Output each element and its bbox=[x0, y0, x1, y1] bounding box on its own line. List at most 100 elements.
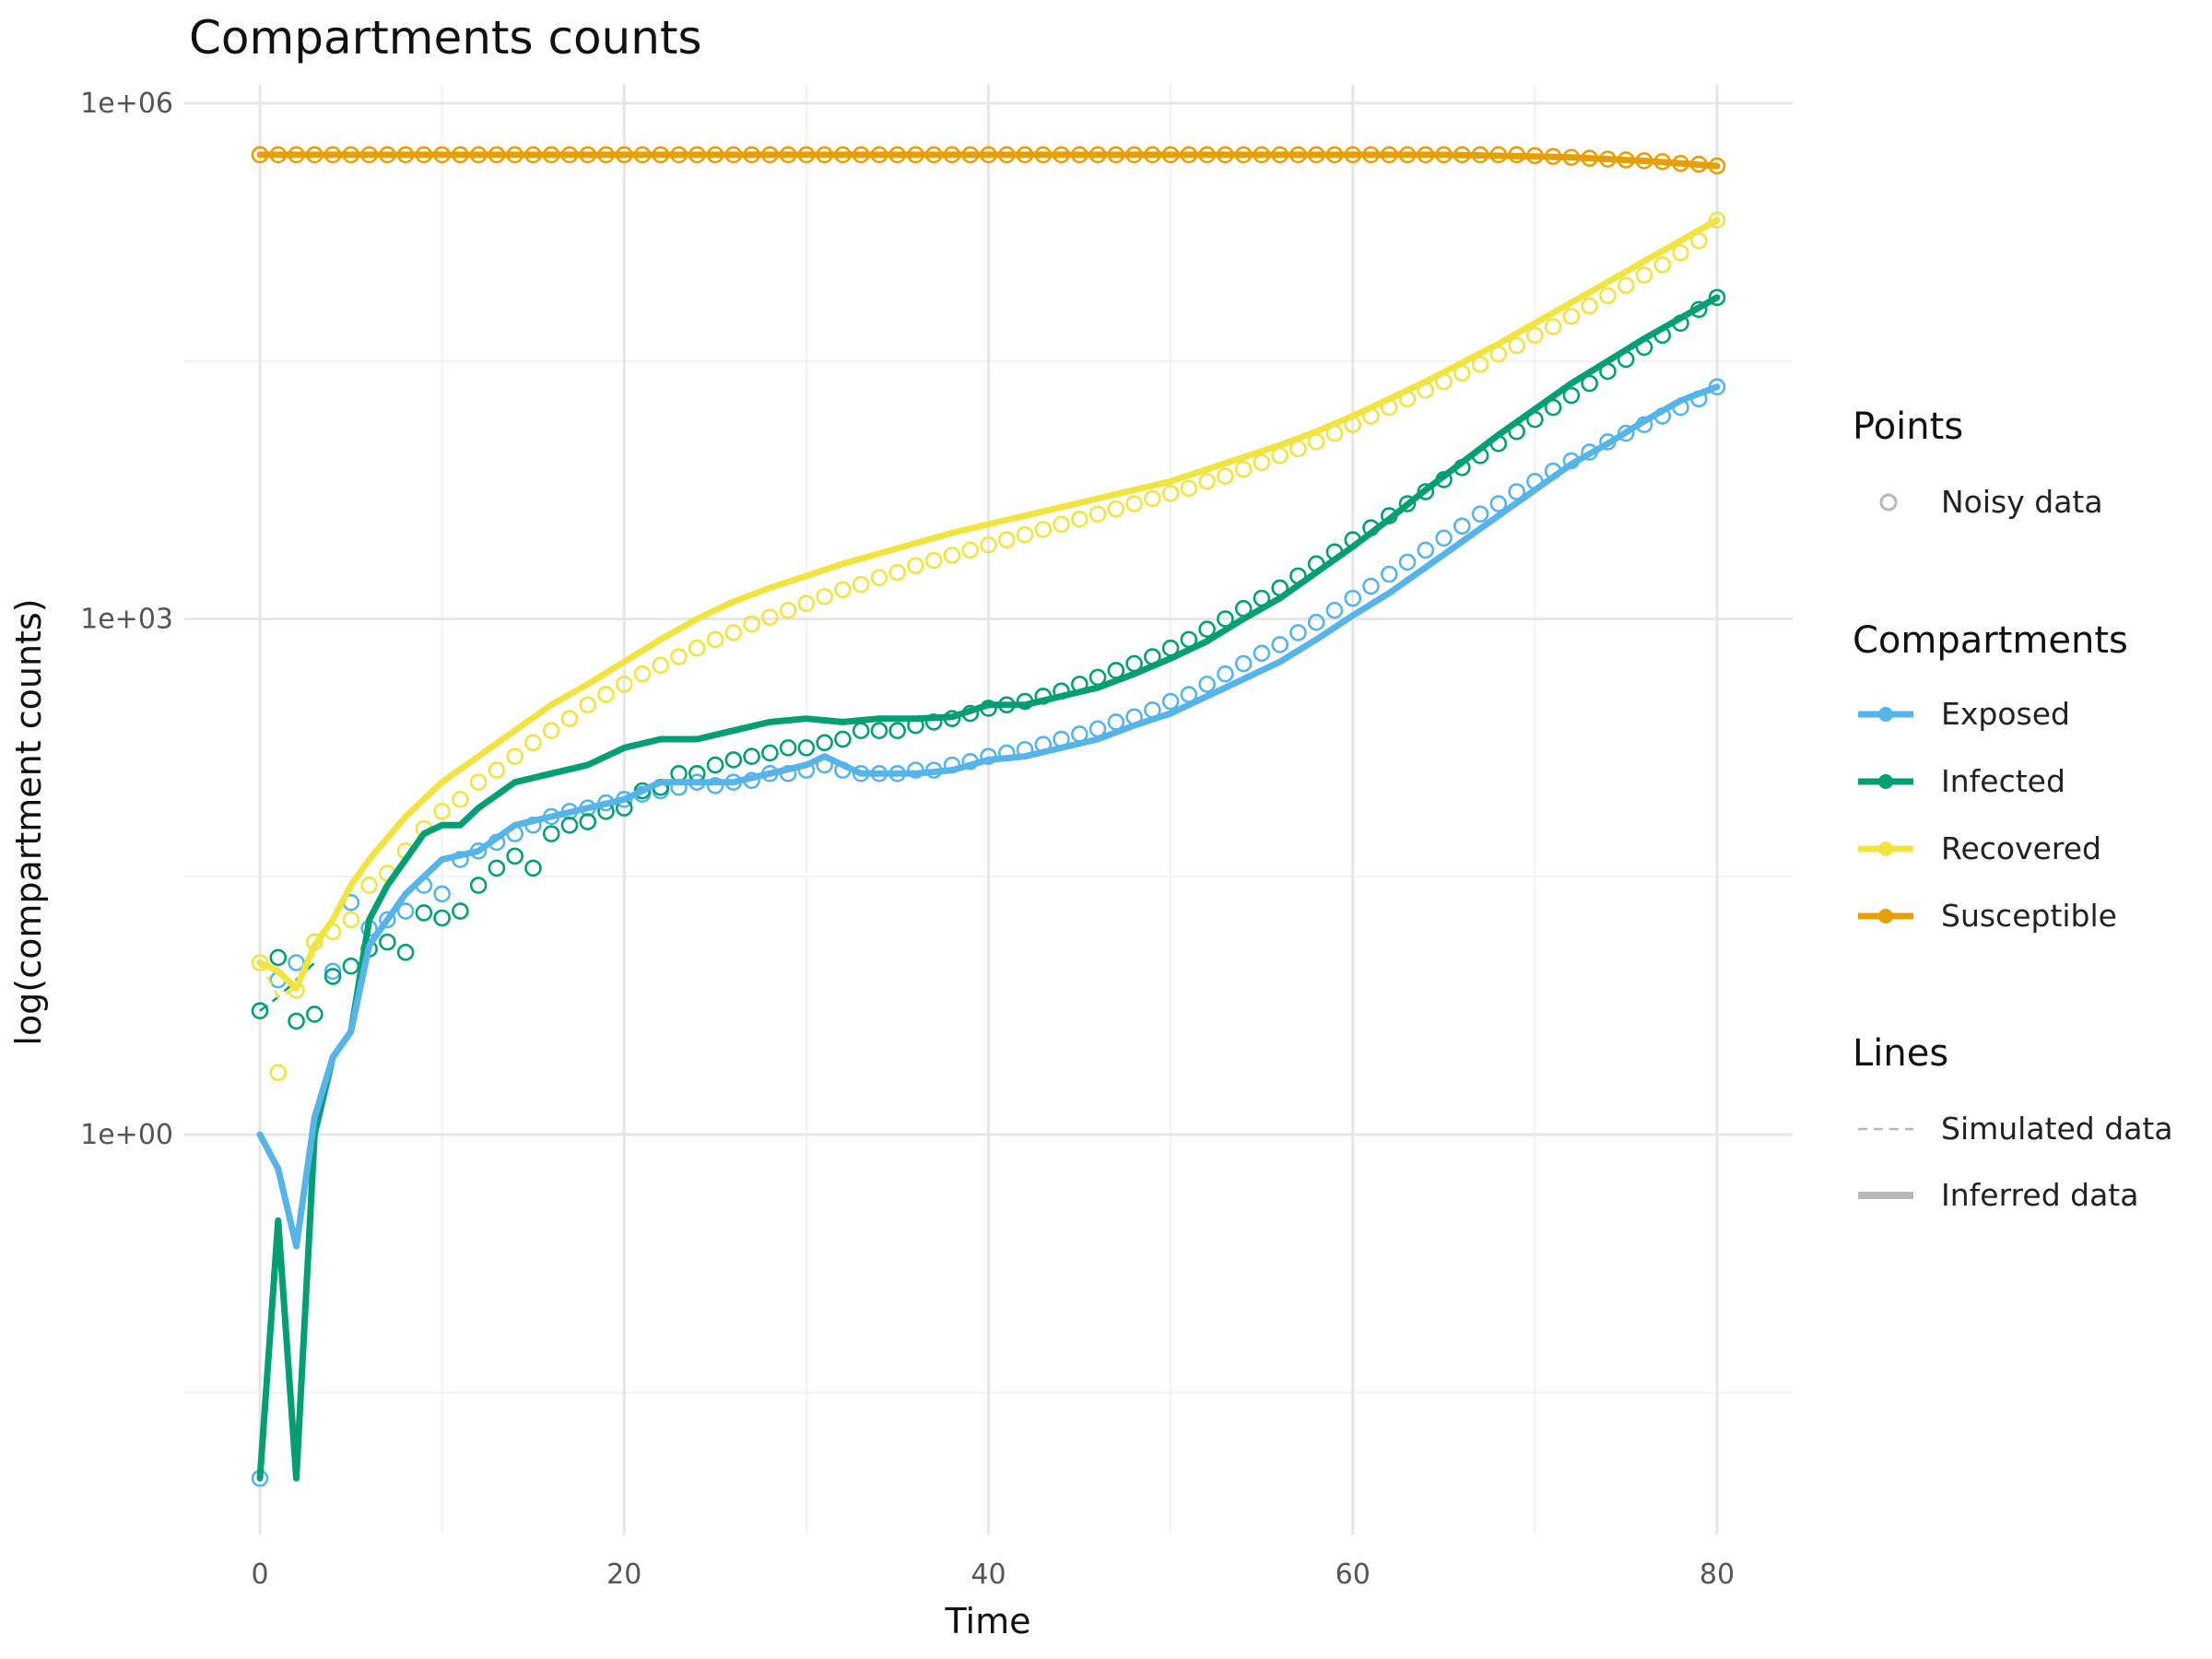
noisy-point bbox=[745, 749, 759, 764]
noisy-point bbox=[1036, 523, 1051, 537]
noisy-point bbox=[398, 945, 413, 959]
legend-compartments-title: Compartments bbox=[1853, 619, 2128, 662]
legend-marker-recovered bbox=[1878, 841, 1893, 856]
noisy-point bbox=[1145, 491, 1159, 506]
noisy-point bbox=[1510, 338, 1524, 353]
noisy-point bbox=[525, 861, 540, 876]
noisy-point bbox=[1437, 531, 1452, 546]
legend-marker-susceptible bbox=[1878, 909, 1893, 924]
noisy-point bbox=[344, 912, 359, 927]
noisy-point bbox=[489, 763, 504, 778]
legend: Points Noisy data Compartments Exposed In… bbox=[1853, 406, 2173, 1213]
noisy-point bbox=[963, 543, 978, 558]
x-tick-label: 0 bbox=[251, 1559, 268, 1591]
noisy-point bbox=[1564, 309, 1579, 324]
legend-label-exposed: Exposed bbox=[1941, 696, 2070, 732]
noisy-point bbox=[1309, 615, 1324, 629]
noisy-point bbox=[471, 775, 486, 790]
noisy-point bbox=[781, 603, 795, 618]
noisy-point bbox=[762, 746, 777, 760]
noisy-point bbox=[1382, 567, 1396, 582]
noisy-point bbox=[781, 740, 795, 755]
noisy-point bbox=[1254, 455, 1269, 470]
legend-marker-exposed bbox=[1878, 707, 1893, 722]
noisy-point bbox=[1218, 469, 1232, 484]
legend-simulated-label: Simulated data bbox=[1941, 1111, 2173, 1147]
noisy-point bbox=[853, 724, 868, 738]
noisy-point bbox=[726, 752, 741, 767]
noisy-point bbox=[271, 1065, 286, 1080]
noisy-point bbox=[453, 792, 467, 806]
noisy-point bbox=[1618, 278, 1633, 293]
noisy-point bbox=[508, 849, 523, 864]
noisy-point bbox=[1018, 527, 1032, 542]
noisy-point bbox=[1473, 507, 1488, 522]
noisy-point bbox=[1600, 288, 1615, 303]
noisy-point bbox=[453, 904, 467, 919]
noisy-point bbox=[362, 878, 377, 893]
noisy-point bbox=[945, 547, 959, 562]
y-tick-label: 1e+03 bbox=[80, 604, 173, 636]
legend-label-infected: Infected bbox=[1941, 763, 2065, 799]
noisy-point bbox=[1418, 543, 1433, 558]
noisy-point bbox=[835, 732, 850, 747]
noisy-point bbox=[289, 956, 304, 971]
noisy-point bbox=[581, 698, 595, 712]
noisy-point bbox=[1218, 666, 1232, 681]
chart-title: Compartments counts bbox=[189, 11, 702, 65]
noisy-point bbox=[999, 533, 1014, 547]
noisy-point bbox=[872, 724, 887, 738]
legend-noisy-data-label: Noisy data bbox=[1941, 484, 2103, 520]
noisy-point bbox=[525, 735, 540, 750]
y-axis-ticks: 1e+00 1e+03 1e+06 bbox=[80, 88, 173, 1151]
noisy-point bbox=[1454, 519, 1469, 534]
noisy-point bbox=[890, 565, 905, 580]
x-tick-label: 20 bbox=[606, 1559, 641, 1591]
noisy-point bbox=[708, 758, 723, 772]
noisy-point bbox=[289, 1014, 304, 1029]
noisy-point bbox=[1273, 637, 1288, 652]
noisy-point bbox=[307, 1006, 322, 1021]
legend-points-title: Points bbox=[1853, 406, 1963, 448]
noisy-point bbox=[1327, 603, 1342, 618]
noisy-point bbox=[1583, 299, 1597, 313]
noisy-point bbox=[544, 827, 559, 841]
legend-label-susceptible: Susceptible bbox=[1941, 898, 2117, 934]
noisy-point bbox=[1637, 268, 1652, 283]
noisy-point bbox=[762, 610, 777, 625]
noisy-point bbox=[1090, 507, 1105, 522]
legend-inferred-label: Inferred data bbox=[1941, 1177, 2138, 1213]
noisy-point bbox=[271, 950, 286, 965]
y-axis-title: log(compartment counts) bbox=[8, 598, 49, 1045]
legend-compartments: Exposed Infected Recovered Susceptible bbox=[1858, 696, 2117, 934]
grid bbox=[184, 85, 1793, 1535]
x-tick-label: 60 bbox=[1335, 1559, 1371, 1591]
noisy-point bbox=[1655, 257, 1670, 272]
x-axis-ticks: 0 20 40 60 80 bbox=[251, 1559, 1735, 1591]
noisy-point bbox=[1054, 517, 1069, 532]
noisy-point bbox=[1290, 625, 1305, 640]
x-tick-label: 80 bbox=[1700, 1559, 1735, 1591]
noisy-point bbox=[598, 688, 613, 702]
noisy-point bbox=[853, 577, 868, 592]
noisy-point bbox=[908, 559, 923, 573]
noisy-point bbox=[544, 724, 559, 738]
noisy-point bbox=[1200, 474, 1215, 488]
noisy-point bbox=[1127, 497, 1142, 512]
noisy-point bbox=[689, 766, 704, 781]
noisy-point bbox=[672, 766, 687, 781]
noisy-point bbox=[635, 666, 650, 681]
x-axis-title: Time bbox=[945, 1601, 1031, 1641]
noisy-point bbox=[1254, 646, 1269, 661]
noisy-point bbox=[872, 571, 887, 585]
noisy-point bbox=[1109, 501, 1124, 516]
noisy-point bbox=[1072, 512, 1087, 526]
noisy-point bbox=[818, 735, 832, 750]
noisy-point bbox=[926, 553, 941, 568]
y-tick-label: 1e+06 bbox=[80, 88, 173, 120]
noisy-point bbox=[1400, 555, 1415, 570]
noisy-point bbox=[581, 815, 595, 830]
noisy-point bbox=[562, 712, 577, 726]
noisy-point bbox=[1273, 448, 1288, 463]
